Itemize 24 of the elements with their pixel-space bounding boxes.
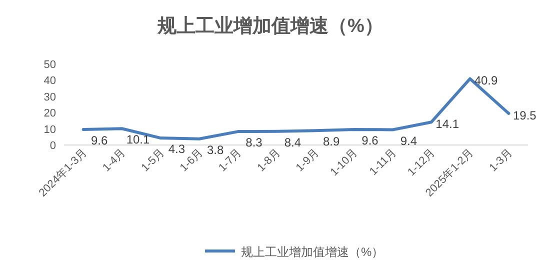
y-tick-label: 30 (44, 91, 56, 104)
data-label: 8.9 (322, 134, 340, 149)
data-label: 14.1 (436, 117, 460, 132)
data-label: 3.8 (206, 142, 224, 157)
x-tick-label: 1-3月 (487, 146, 515, 174)
data-label: 4.3 (168, 142, 186, 156)
y-tick-label: 20 (44, 108, 56, 120)
legend-label: 规上工业增加值增速（%） (241, 245, 384, 259)
data-label: 19.5 (512, 108, 537, 122)
x-tick-label: 1-9月 (294, 146, 322, 174)
chart-title: 规上工业增加值增速（%） (156, 15, 384, 37)
y-tick-label: 50 (44, 59, 56, 71)
data-label: 10.1 (126, 132, 150, 147)
x-tick-label: 1-4月 (100, 146, 128, 174)
data-label: 8.4 (284, 135, 302, 150)
data-label: 40.9 (474, 74, 498, 88)
data-label: 9.6 (90, 133, 108, 148)
y-tick-label: 40 (44, 75, 56, 88)
y-tick-label: 0 (50, 140, 56, 152)
y-tick-label: 10 (44, 124, 56, 136)
data-label: 9.6 (362, 133, 379, 148)
x-tick-label: 1-11月 (368, 146, 399, 178)
x-tick-label: 1-5月 (139, 146, 167, 174)
data-label: 9.4 (400, 134, 418, 148)
